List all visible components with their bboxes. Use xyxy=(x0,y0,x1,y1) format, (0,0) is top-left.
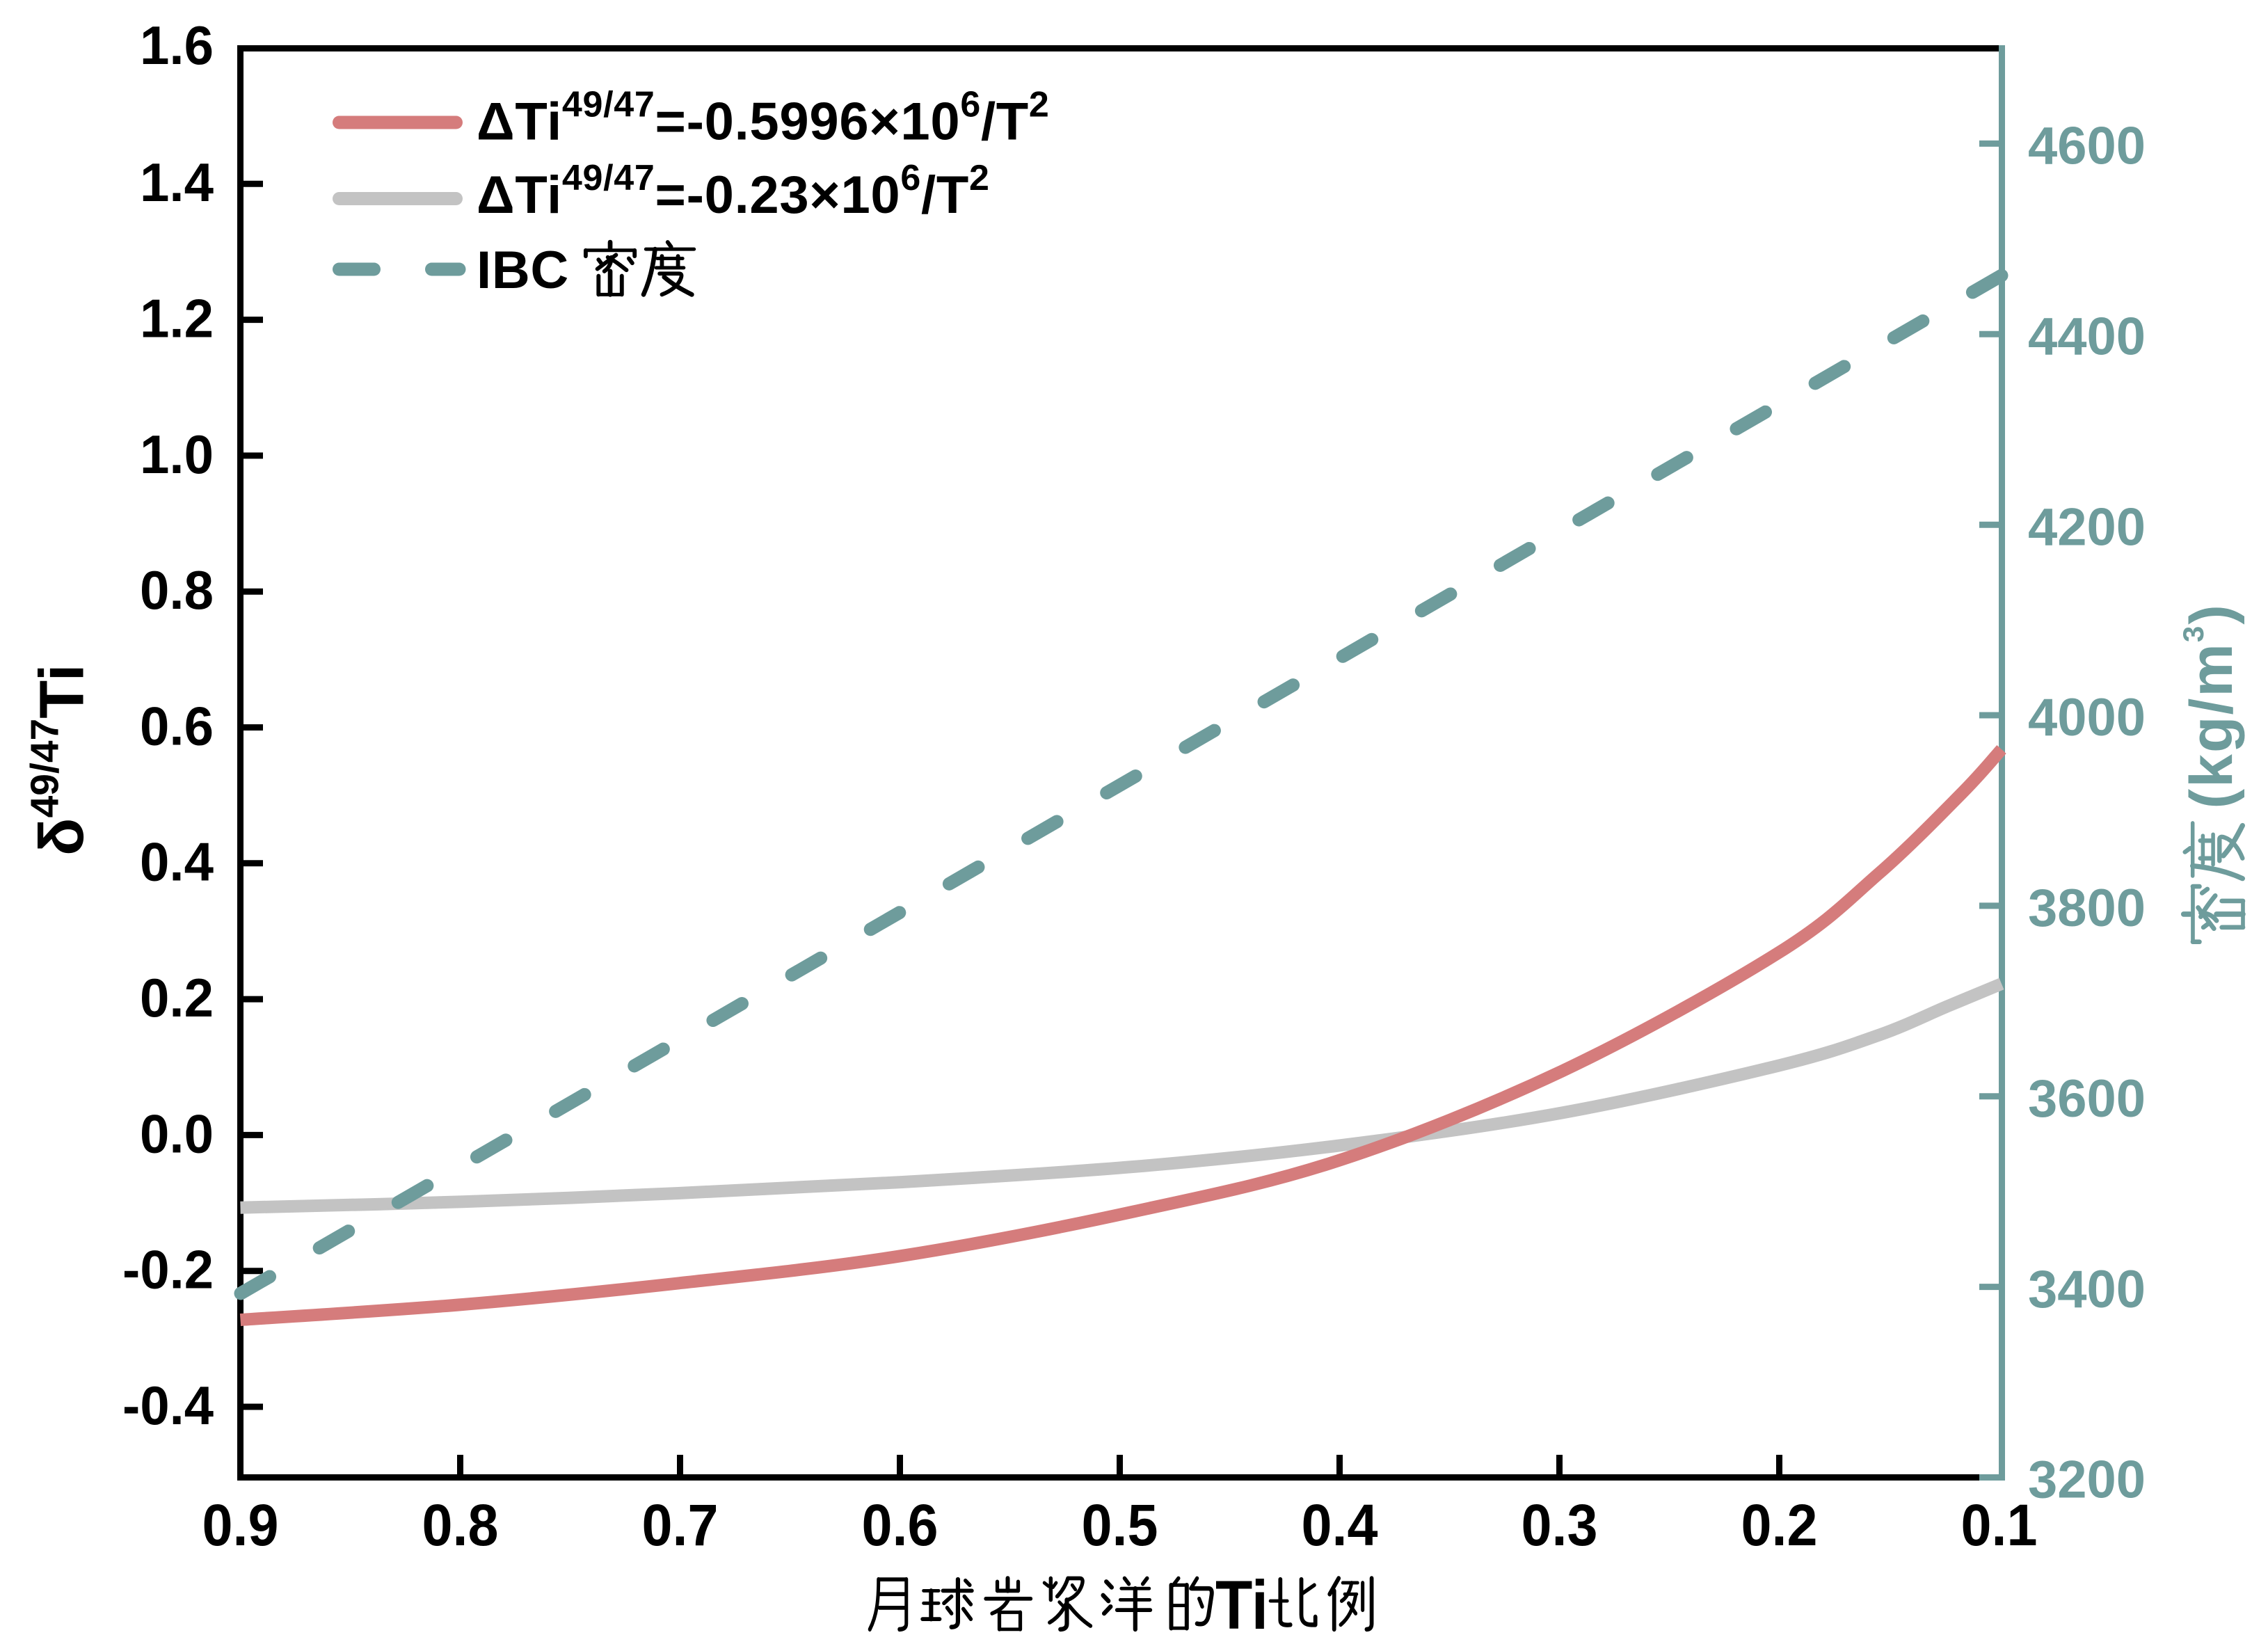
svg-text:-0.4: -0.4 xyxy=(122,1375,214,1436)
svg-text:0.0: 0.0 xyxy=(140,1103,214,1164)
svg-text:0.5: 0.5 xyxy=(1082,1492,1158,1558)
svg-text:ΔTi49/47=-0.23×106/T2: ΔTi49/47=-0.23×106/T2 xyxy=(477,158,990,225)
svg-text:1.2: 1.2 xyxy=(140,288,214,349)
svg-text:δ49/47Ti: δ49/47Ti xyxy=(23,664,97,856)
svg-text:0.4: 0.4 xyxy=(140,831,214,893)
svg-text:0.6: 0.6 xyxy=(140,695,214,756)
svg-text:0.9: 0.9 xyxy=(202,1492,279,1558)
svg-text:3800: 3800 xyxy=(2028,879,2146,938)
svg-text:Ti: Ti xyxy=(1215,1566,1268,1635)
svg-text:0.8: 0.8 xyxy=(422,1492,499,1558)
svg-text:0.7: 0.7 xyxy=(642,1492,719,1558)
svg-text:IBC: IBC xyxy=(477,241,569,300)
svg-text:4000: 4000 xyxy=(2028,688,2146,747)
svg-text:1.6: 1.6 xyxy=(140,15,214,76)
svg-text:3200: 3200 xyxy=(2028,1451,2146,1510)
svg-text:0.2: 0.2 xyxy=(1741,1492,1818,1558)
svg-text:1.0: 1.0 xyxy=(140,424,214,485)
svg-text:1.4: 1.4 xyxy=(140,152,214,213)
svg-text:0.4: 0.4 xyxy=(1302,1492,1378,1558)
svg-text:0.1: 0.1 xyxy=(1961,1492,2038,1558)
svg-text:3600: 3600 xyxy=(2028,1069,2146,1128)
svg-text:4600: 4600 xyxy=(2028,117,2146,176)
svg-text:0.2: 0.2 xyxy=(140,967,214,1028)
svg-text:4200: 4200 xyxy=(2028,497,2146,557)
svg-text:0.8: 0.8 xyxy=(140,559,214,621)
svg-text:-0.2: -0.2 xyxy=(122,1239,214,1300)
svg-text:0.6: 0.6 xyxy=(862,1492,939,1558)
svg-text:3400: 3400 xyxy=(2028,1260,2146,1319)
svg-text:0.3: 0.3 xyxy=(1522,1492,1598,1558)
svg-text:4400: 4400 xyxy=(2028,308,2146,367)
